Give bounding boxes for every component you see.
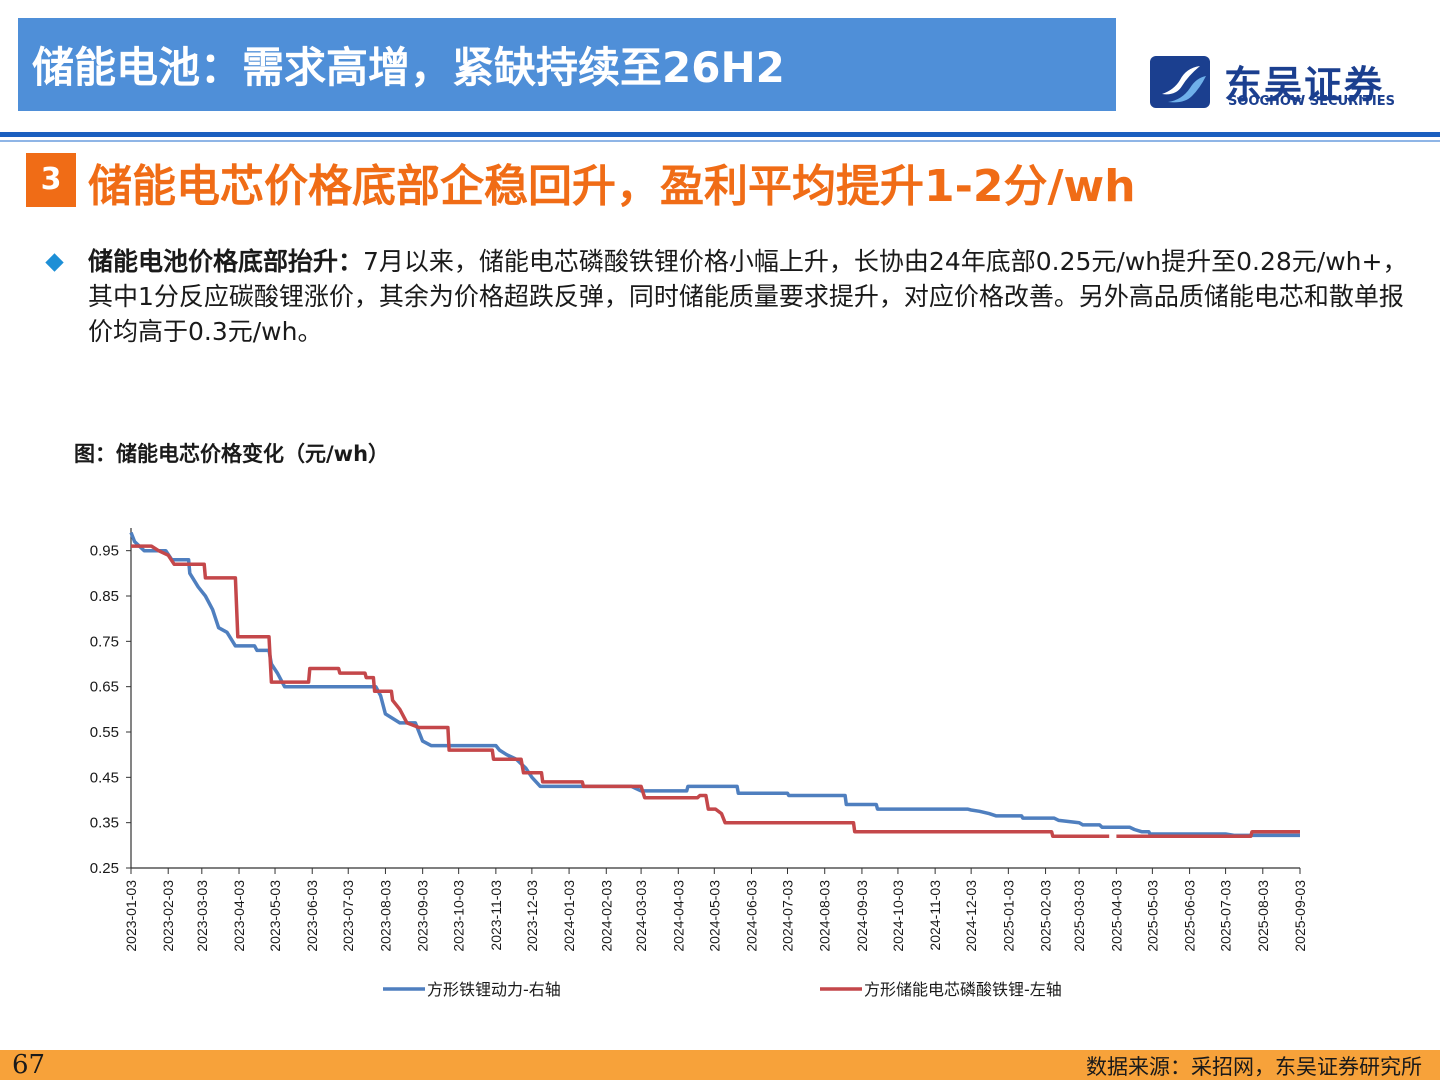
x-tick-label: 2025-02-03 [1038, 880, 1054, 952]
data-source: 数据来源：采招网，东吴证券研究所 [1086, 1055, 1422, 1079]
x-tick-label: 2024-10-03 [890, 880, 906, 952]
x-tick-label: 2023-03-03 [194, 880, 210, 952]
x-tick-label: 2025-05-03 [1144, 880, 1160, 952]
x-tick-label: 2024-04-03 [670, 880, 686, 952]
bullet-text: 7月以来，储能电芯磷酸铁锂价格小幅上升，长协由24年底部0.25元/wh提升至0… [88, 247, 1408, 346]
footer-bar [0, 1050, 1440, 1080]
x-tick-label: 2023-05-03 [267, 880, 283, 952]
x-tick-label: 2024-05-03 [706, 880, 722, 952]
x-tick-label: 2024-03-03 [633, 880, 649, 952]
series-line-lfp-power [129, 531, 1300, 838]
section-number-badge: 3 [26, 153, 76, 207]
x-tick-label: 2024-08-03 [817, 880, 833, 952]
page-number: 67 [12, 1050, 46, 1080]
y-tick-label: 0.65 [90, 679, 119, 696]
x-tick-label: 2023-10-03 [451, 880, 467, 952]
x-tick-label: 2023-04-03 [231, 880, 247, 952]
bullet-paragraph: 储能电池价格底部抬升：7月以来，储能电芯磷酸铁锂价格小幅上升，长协由24年底部0… [88, 244, 1408, 349]
y-tick-label: 0.55 [90, 724, 119, 741]
bullet-lead: 储能电池价格底部抬升： [88, 247, 364, 276]
y-tick-label: 0.75 [90, 633, 119, 650]
x-tick-label: 2024-09-03 [854, 880, 870, 952]
x-tick-label: 2024-12-03 [963, 880, 979, 952]
x-tick-label: 2023-02-03 [160, 880, 176, 952]
legend-label-lfp-power: 方形铁锂动力-右轴 [427, 980, 561, 999]
x-tick-label: 2025-04-03 [1108, 880, 1124, 952]
brand-logo: 东吴证券 SOOCHOW SECURITIES [1148, 50, 1418, 112]
y-tick-label: 0.95 [90, 543, 119, 560]
chart-title: 图：储能电芯价格变化（元/wh） [74, 442, 390, 466]
y-tick-label: 0.45 [90, 769, 119, 786]
x-tick-label: 2024-06-03 [744, 880, 760, 952]
title-bar: 储能电池：需求高增，紧缺持续至26H2 [18, 18, 1116, 111]
x-tick-label: 2023-11-03 [488, 880, 504, 951]
header-divider-thin [0, 140, 1440, 142]
x-tick-label: 2025-01-03 [1000, 880, 1016, 952]
legend-label-lfp-storage: 方形储能电芯磷酸铁锂-左轴 [864, 980, 1062, 999]
x-tick-label: 2024-02-03 [598, 880, 614, 952]
series-line-lfp-storage [131, 544, 1110, 839]
y-tick-label: 0.25 [90, 860, 119, 877]
x-tick-label: 2024-07-03 [780, 880, 796, 952]
x-tick-label: 2023-12-03 [524, 880, 540, 952]
y-tick-label: 0.35 [90, 815, 119, 832]
diamond-bullet-icon [45, 253, 64, 272]
y-tick-label: 0.85 [90, 588, 119, 605]
x-tick-label: 2025-03-03 [1071, 880, 1087, 952]
x-tick-label: 2023-08-03 [377, 880, 393, 952]
x-tick-label: 2024-01-03 [561, 880, 577, 952]
header-divider [0, 132, 1440, 137]
series-line-lfp-storage [1116, 829, 1300, 839]
x-tick-label: 2025-08-03 [1255, 880, 1271, 952]
price-line-chart: 0.25 0.35 0.45 0.55 0.65 0.75 0.85 0.95 2023-01-… [90, 528, 1308, 999]
x-tick-label: 2023-09-03 [415, 880, 431, 952]
soochow-logo-icon [1150, 56, 1210, 108]
x-tick-label: 2025-07-03 [1218, 880, 1234, 952]
x-tick-label: 2023-06-03 [304, 880, 320, 952]
x-tick-label: 2025-09-03 [1292, 880, 1308, 952]
section-title: 储能电芯价格底部企稳回升，盈利平均提升1-2分/wh [88, 161, 1136, 212]
brand-name-en: SOOCHOW SECURITIES [1228, 94, 1395, 109]
x-tick-label: 2023-07-03 [340, 880, 356, 952]
page-title: 储能电池：需求高增，紧缺持续至26H2 [32, 43, 785, 92]
brand-name-cn: 东吴证券 [1224, 63, 1385, 107]
x-tick-label: 2025-06-03 [1182, 880, 1198, 952]
x-tick-label: 2023-01-03 [123, 880, 139, 952]
x-tick-label: 2024-11-03 [927, 880, 943, 951]
